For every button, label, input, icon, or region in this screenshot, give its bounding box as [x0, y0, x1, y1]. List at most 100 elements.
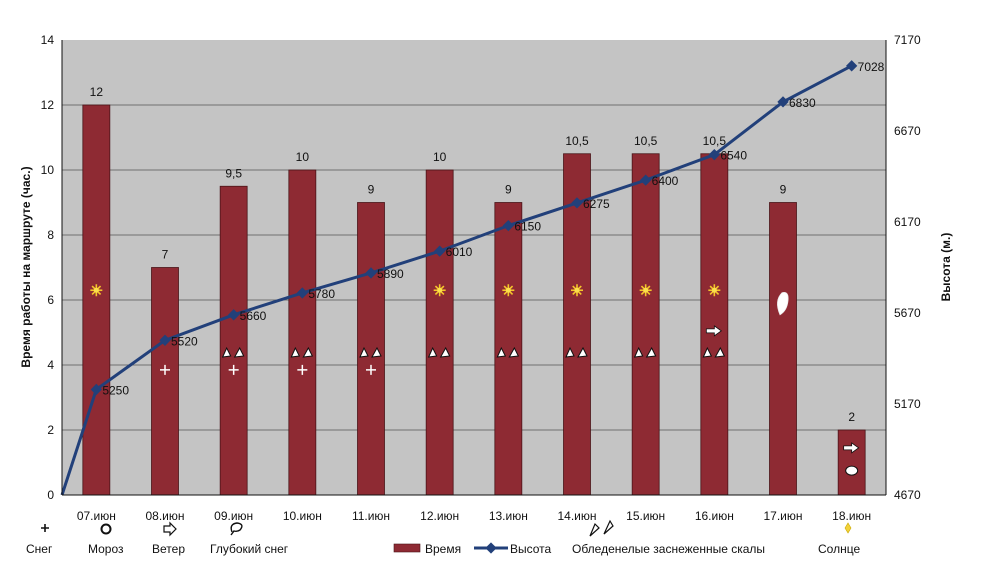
bar-value-label: 2	[848, 410, 855, 424]
altitude-value-label: 6540	[720, 149, 747, 163]
legend-label-snow: Снег	[26, 542, 53, 556]
sun-icon	[433, 284, 446, 297]
x-tick-label: 07.июн	[77, 509, 116, 523]
y-tick-label: 10	[41, 163, 55, 177]
bar	[357, 202, 385, 496]
bar-value-label: 9	[780, 183, 787, 197]
x-tick-label: 13.июн	[489, 509, 528, 523]
icy-rocks-icon	[290, 346, 314, 358]
sun-icon	[639, 284, 652, 297]
bar-value-label: 10,5	[634, 134, 658, 148]
icy-rocks-icon	[702, 346, 726, 358]
deep-snow-icon	[777, 292, 789, 316]
bar-value-label: 12	[90, 85, 104, 99]
frost-icon	[100, 523, 112, 535]
bar	[700, 153, 729, 496]
legend-item-altitude: Высота	[474, 542, 552, 556]
legend-label-wind: Ветер	[152, 542, 185, 556]
altitude-value-label: 5890	[377, 267, 404, 281]
legend-item-time: Время	[393, 542, 461, 556]
legend-label-icy-rocks: Обледенелые заснеженные скалы	[572, 542, 765, 556]
legend-label-time: Время	[425, 542, 461, 556]
x-tick-label: 09.июн	[214, 509, 253, 523]
altitude-point	[640, 174, 652, 186]
legend-item-sun: Солнце	[818, 522, 860, 556]
y2-tick-label: 7170	[894, 33, 921, 47]
bar	[82, 104, 111, 496]
y-tick-label: 6	[47, 293, 54, 307]
legend-item-deep-snow: Глубокий снег	[210, 522, 289, 556]
bar-value-label: 9,5	[225, 166, 242, 180]
y-tick-label: 8	[47, 228, 54, 242]
sun-icon	[708, 284, 721, 297]
icy-rocks-icon	[359, 346, 382, 358]
icy-rocks-icon	[633, 346, 657, 358]
altitude-value-label: 6830	[789, 96, 816, 110]
bar	[769, 202, 797, 496]
altitude-value-label: 6150	[514, 220, 541, 234]
altitude-value-label: 7028	[858, 60, 885, 74]
altitude-line	[60, 60, 858, 496]
wind-arrow-icon	[705, 325, 723, 337]
bar-value-label: 10	[296, 150, 310, 164]
x-tick-label: 16.июн	[695, 509, 734, 523]
y2-tick-label: 5670	[894, 306, 921, 320]
sun-core	[711, 287, 717, 293]
sun-core	[437, 287, 443, 293]
icy-rocks-icon	[565, 346, 588, 358]
y-tick-label: 0	[47, 488, 54, 502]
frost-icon	[845, 465, 859, 476]
x-tick-label: 18.июн	[832, 509, 871, 523]
altitude-value-label: 5520	[171, 334, 198, 348]
legend: Снег Мороз Ветер Глубокий снег Время Выс…	[26, 519, 860, 556]
sun-icon	[571, 284, 583, 297]
sun-icon	[90, 284, 103, 297]
bar-value-label: 10	[433, 150, 447, 164]
bar-value-label: 10,5	[703, 134, 727, 148]
bar	[425, 169, 454, 496]
y2-tick-label: 5170	[894, 397, 921, 411]
bar	[494, 202, 523, 496]
snow-icon	[160, 364, 170, 375]
altitude-point	[228, 309, 240, 321]
sun-core	[505, 287, 511, 293]
data-labels: 12 7 9,5 10 9 10 9 10,5 10,5 10,5 9 2 5250 5520 5660 57…	[90, 60, 885, 424]
legend-marker-altitude	[485, 542, 497, 554]
legend-label-altitude: Высота	[510, 542, 552, 556]
y2-axis-title: Высота (м.)	[939, 233, 953, 302]
x-tick-label: 11.июн	[352, 509, 390, 523]
bar	[219, 185, 248, 496]
x-tick-label: 10.июн	[283, 509, 322, 523]
altitude-value-label: 5660	[240, 309, 267, 323]
x-tick-label: 08.июн	[145, 509, 184, 523]
x-tick-label: 15.июн	[626, 509, 665, 523]
legend-swatch-time	[393, 543, 421, 553]
bar	[837, 429, 866, 496]
snow-icon	[297, 364, 308, 375]
altitude-point	[571, 197, 583, 209]
altitude-point	[434, 245, 446, 257]
sun-core	[93, 287, 99, 293]
bars	[82, 104, 866, 496]
y2-tick-label: 6670	[894, 124, 921, 138]
deep-snow-icon	[230, 522, 243, 536]
gridlines	[62, 104, 886, 431]
bar-value-label: 9	[368, 183, 375, 197]
weather-icons	[90, 284, 860, 476]
bar-value-label: 9	[505, 183, 512, 197]
bar	[151, 267, 179, 496]
snow-icon	[41, 524, 49, 532]
y2-tick-label: 4670	[894, 488, 921, 502]
y-tick-label: 2	[47, 423, 54, 437]
y-axis-title: Время работы на маршруте (час.)	[19, 166, 33, 367]
altitude-value-label: 5780	[308, 287, 335, 301]
y-tick-label: 4	[47, 358, 54, 372]
altitude-point	[296, 287, 308, 299]
x-tick-label: 12.июн	[420, 509, 459, 523]
altitude-point	[365, 267, 377, 279]
altitude-value-label: 5250	[102, 383, 129, 397]
wind-arrow-icon	[843, 442, 860, 454]
bar	[563, 153, 591, 496]
y-tick-label: 12	[41, 98, 55, 112]
altitude-point	[502, 219, 514, 232]
